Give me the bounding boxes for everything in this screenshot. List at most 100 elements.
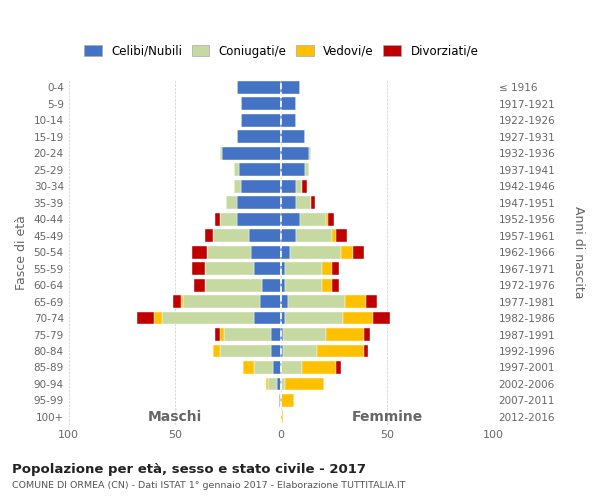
Bar	[343, 312, 373, 324]
Bar	[366, 295, 377, 308]
Bar	[286, 262, 322, 275]
Bar	[205, 262, 254, 275]
Bar	[239, 164, 281, 176]
Bar	[235, 180, 241, 192]
Bar	[205, 229, 213, 242]
Bar	[283, 328, 326, 341]
Y-axis label: Anni di nascita: Anni di nascita	[572, 206, 585, 298]
Bar	[220, 328, 224, 341]
Bar	[181, 295, 184, 308]
Bar	[281, 98, 296, 110]
Bar	[241, 98, 281, 110]
Bar	[220, 213, 236, 226]
Bar	[301, 213, 326, 226]
Bar	[281, 278, 286, 291]
Bar	[254, 361, 272, 374]
Bar	[281, 164, 305, 176]
Bar	[281, 196, 296, 209]
Bar	[243, 361, 254, 374]
Bar	[281, 262, 286, 275]
Bar	[286, 278, 322, 291]
Bar	[332, 262, 338, 275]
Bar	[241, 180, 281, 192]
Bar	[322, 278, 332, 291]
Bar	[296, 229, 332, 242]
Bar	[268, 378, 277, 390]
Bar	[328, 213, 334, 226]
Bar	[281, 295, 287, 308]
Bar	[281, 344, 283, 358]
Bar	[215, 328, 220, 341]
Bar	[283, 344, 317, 358]
Bar	[262, 278, 281, 291]
Bar	[184, 295, 260, 308]
Bar	[332, 278, 338, 291]
Bar	[254, 312, 281, 324]
Bar	[281, 81, 301, 94]
Bar	[281, 394, 294, 407]
Bar	[364, 344, 368, 358]
Bar	[302, 180, 307, 192]
Bar	[281, 378, 286, 390]
Bar	[224, 328, 271, 341]
Bar	[281, 328, 283, 341]
Bar	[173, 295, 181, 308]
Bar	[311, 196, 315, 209]
Bar	[281, 147, 309, 160]
Bar	[281, 130, 305, 143]
Bar	[250, 229, 281, 242]
Bar	[345, 295, 366, 308]
Bar	[207, 246, 251, 258]
Bar	[281, 246, 290, 258]
Bar	[296, 180, 302, 192]
Text: COMUNE DI ORMEA (CN) - Dati ISTAT 1° gennaio 2017 - Elaborazione TUTTITALIA.IT: COMUNE DI ORMEA (CN) - Dati ISTAT 1° gen…	[12, 480, 406, 490]
Bar	[373, 312, 389, 324]
Bar	[251, 246, 281, 258]
Bar	[279, 394, 281, 407]
Bar	[192, 246, 207, 258]
Bar	[281, 229, 296, 242]
Legend: Celibi/Nubili, Coniugati/e, Vedovi/e, Divorziati/e: Celibi/Nubili, Coniugati/e, Vedovi/e, Di…	[79, 40, 483, 62]
Bar	[281, 213, 301, 226]
Bar	[236, 213, 281, 226]
Bar	[322, 262, 332, 275]
Bar	[260, 295, 281, 308]
Bar	[277, 378, 281, 390]
Bar	[353, 246, 364, 258]
Bar	[326, 328, 364, 341]
Bar	[226, 196, 236, 209]
Bar	[205, 278, 262, 291]
Bar	[220, 344, 271, 358]
Bar	[236, 196, 281, 209]
Bar	[192, 262, 205, 275]
Bar	[337, 229, 347, 242]
Bar	[271, 328, 281, 341]
Bar	[162, 312, 254, 324]
Bar	[236, 81, 281, 94]
Bar	[272, 361, 281, 374]
Bar	[220, 147, 221, 160]
Bar	[302, 361, 337, 374]
Bar	[235, 164, 239, 176]
Bar	[364, 328, 370, 341]
Bar	[332, 229, 337, 242]
Bar	[213, 229, 250, 242]
Bar	[305, 164, 309, 176]
Bar	[254, 262, 281, 275]
Bar	[154, 312, 162, 324]
Bar	[241, 114, 281, 127]
Bar	[286, 378, 324, 390]
Y-axis label: Fasce di età: Fasce di età	[15, 214, 28, 290]
Bar	[326, 213, 328, 226]
Bar	[281, 410, 283, 424]
Text: Popolazione per età, sesso e stato civile - 2017: Popolazione per età, sesso e stato civil…	[12, 462, 366, 475]
Bar	[296, 196, 311, 209]
Bar	[317, 344, 364, 358]
Bar	[341, 246, 353, 258]
Text: Maschi: Maschi	[148, 410, 202, 424]
Bar	[213, 344, 220, 358]
Bar	[309, 147, 311, 160]
Bar	[271, 344, 281, 358]
Bar	[281, 180, 296, 192]
Bar	[221, 147, 281, 160]
